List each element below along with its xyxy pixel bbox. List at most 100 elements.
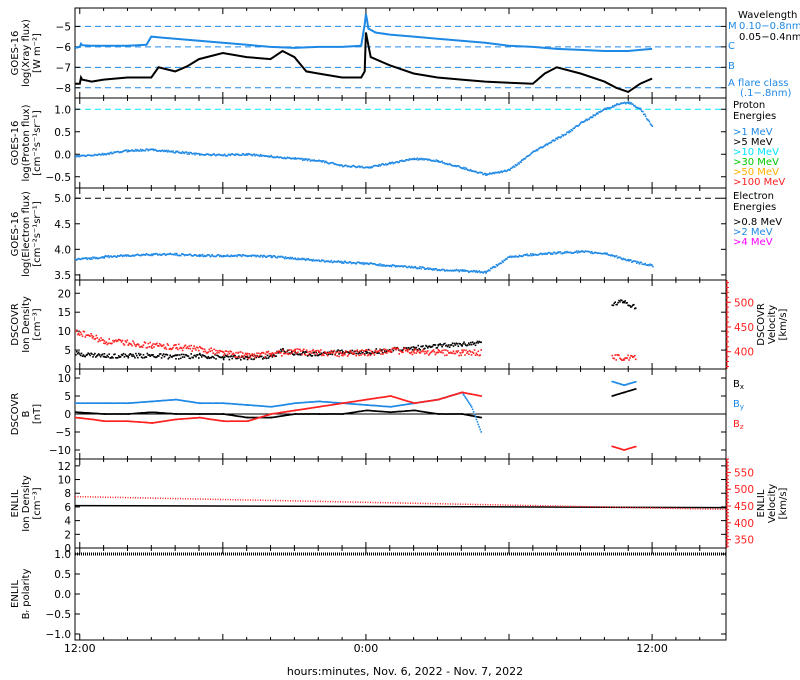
data-point [434,160,437,163]
data-point [549,251,551,254]
data-point [82,154,85,157]
data-point [561,252,564,255]
data-point [510,256,513,259]
data-point [308,353,311,355]
data-point [101,256,104,258]
data-point [374,397,377,400]
data-point [445,413,447,415]
data-point [275,416,277,418]
data-point [320,349,322,351]
data-point [331,353,334,356]
series-line-0-10-0-8nm [75,13,653,52]
data-point [442,162,444,164]
data-point [257,355,259,358]
data-point [252,418,254,421]
data-point [487,173,489,175]
data-point [302,408,304,411]
y-tick-label: 0 [64,543,71,555]
data-point [115,357,117,359]
data-point [160,149,163,152]
data-point [88,418,90,420]
y-axis-title: DSCOVRB[nT] [10,393,43,436]
data-point [126,355,129,357]
data-point [609,107,611,109]
data-point [262,154,265,157]
data-point [456,351,459,354]
data-point [109,420,111,422]
y-tick-label: 0.5 [54,569,71,581]
data-point [252,416,254,419]
data-point [288,258,291,260]
data-point [426,400,428,403]
data-point [404,403,406,406]
data-point [303,401,306,404]
data-point [188,357,191,359]
data-point [226,355,229,357]
data-point [493,266,496,269]
data-point [332,351,335,354]
data-point [81,417,84,420]
data-point [611,445,614,448]
data-point [137,401,139,404]
data-point [400,160,402,162]
data-point [105,413,108,415]
data-point [374,263,377,266]
data-point [624,258,626,260]
data-point [352,262,355,264]
y-tick-label-right: 400 [734,518,754,530]
data-point [201,153,204,156]
data-point [359,352,361,355]
data-point [615,255,618,257]
data-point [514,255,517,257]
data-point [464,395,466,398]
data-point [208,357,211,360]
data-point [114,255,116,257]
data-point [429,159,432,161]
data-point [202,354,205,357]
data-point [482,173,484,176]
data-point [187,151,190,154]
data-point [416,350,419,353]
data-point [370,350,373,353]
data-point [173,151,175,154]
data-point [215,402,217,404]
data-point [79,155,82,157]
data-point [81,355,84,357]
data-point [185,354,188,356]
data-point [197,347,199,349]
data-point [110,413,112,415]
data-point [282,256,285,259]
data-point [240,403,242,406]
data-point [294,409,296,412]
data-point [480,416,482,419]
data-point [108,338,110,340]
data-point [396,161,398,163]
data-point [431,345,434,348]
y-axis-title: DSCOVRIon Density[cm⁻³] [10,296,43,353]
data-point [163,399,166,402]
data-point [373,410,376,412]
data-point [278,412,280,414]
data-point [363,399,365,401]
data-point [137,412,139,414]
data-point [529,153,532,156]
data-point [350,411,353,414]
data-point [148,346,150,348]
data-point [266,354,269,357]
data-point [127,344,130,346]
data-point [518,254,521,257]
data-point [417,349,419,351]
data-point [298,402,300,404]
data-point [267,155,270,157]
data-point [121,354,124,356]
data-point [349,349,352,352]
data-point [249,254,252,257]
data-point [296,258,298,261]
data-point [293,349,295,352]
data-point [464,168,466,171]
data-point [469,270,472,272]
data-point [418,158,420,160]
data-point [456,165,459,167]
data-point [240,359,242,361]
data-point [518,162,521,165]
